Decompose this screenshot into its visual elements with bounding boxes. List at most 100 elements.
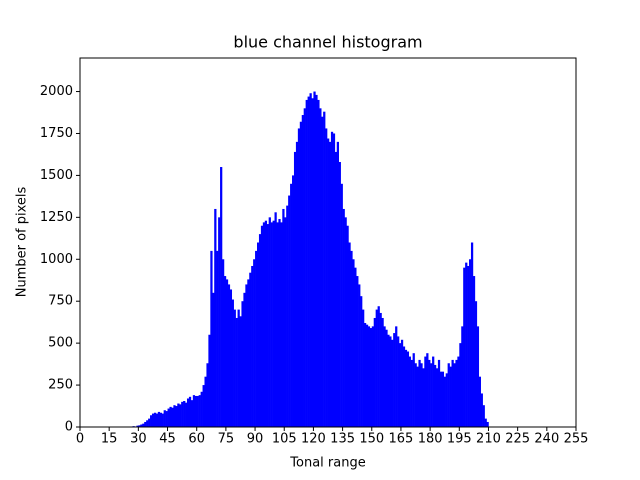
- bar: [404, 349, 408, 427]
- bar: [186, 398, 190, 427]
- bar: [325, 128, 328, 428]
- bar: [332, 133, 336, 427]
- bar: [321, 116, 324, 428]
- x-tick-label: 75: [218, 432, 235, 447]
- bar: [136, 425, 139, 427]
- bar: [381, 317, 384, 427]
- x-tick-label: 120: [301, 432, 326, 447]
- x-axis-label: Tonal range: [289, 456, 365, 471]
- bar: [474, 301, 478, 427]
- bar: [144, 421, 147, 427]
- y-tick-label: 750: [48, 294, 73, 309]
- bar: [245, 284, 248, 427]
- bar: [177, 403, 180, 427]
- bar: [262, 222, 266, 427]
- bar: [397, 336, 400, 427]
- bar: [459, 343, 462, 427]
- bar: [455, 359, 458, 427]
- bar: [469, 259, 472, 427]
- bar: [400, 339, 404, 427]
- bar: [426, 353, 429, 427]
- bar: [268, 217, 271, 427]
- bar: [196, 395, 199, 427]
- bar: [385, 329, 388, 427]
- bar: [354, 267, 357, 427]
- bar: [142, 423, 145, 427]
- bar: [290, 183, 293, 427]
- bar: [478, 376, 481, 427]
- bar: [315, 94, 318, 428]
- bar: [482, 405, 485, 427]
- bar: [410, 359, 413, 427]
- bar: [258, 234, 262, 427]
- bar: [198, 395, 201, 427]
- bar: [272, 220, 275, 427]
- bar: [190, 400, 194, 427]
- bar: [319, 108, 322, 428]
- x-tick-label: 105: [272, 432, 297, 447]
- bar: [157, 411, 161, 427]
- bar: [430, 363, 433, 427]
- y-tick-label: 1500: [40, 168, 73, 183]
- bar: [165, 411, 168, 427]
- bar: [443, 376, 446, 427]
- bar: [414, 363, 417, 427]
- bar: [155, 413, 159, 427]
- bar: [406, 351, 410, 427]
- bar: [292, 175, 295, 427]
- bar: [295, 141, 299, 427]
- bar: [408, 356, 411, 427]
- bar: [441, 371, 445, 427]
- bar: [227, 284, 231, 427]
- bar: [352, 259, 355, 427]
- y-tick-label: 2000: [40, 84, 73, 99]
- bar: [280, 222, 283, 427]
- bar: [163, 410, 166, 427]
- bar: [387, 334, 390, 427]
- bar: [138, 425, 141, 427]
- bar: [274, 212, 277, 427]
- x-tick-label: 180: [418, 432, 443, 447]
- x-tick-label: 240: [534, 432, 559, 447]
- bar: [453, 363, 456, 427]
- bar: [305, 99, 308, 427]
- bar: [437, 359, 441, 427]
- bar: [278, 219, 281, 427]
- bar: [391, 339, 394, 427]
- bar: [465, 262, 468, 427]
- bar: [362, 309, 365, 427]
- bar: [212, 292, 215, 427]
- bar: [344, 217, 347, 427]
- bar: [161, 413, 164, 427]
- bar: [266, 224, 269, 427]
- bar: [418, 359, 421, 427]
- bar: [286, 205, 289, 427]
- bar: [159, 412, 162, 427]
- bar: [327, 138, 330, 427]
- bar: [309, 93, 312, 428]
- bar: [249, 272, 252, 427]
- bar: [363, 323, 367, 427]
- plot-frame: [79, 57, 577, 428]
- bar: [461, 326, 464, 427]
- bar: [150, 415, 153, 427]
- bar: [173, 405, 176, 427]
- bar: [330, 131, 334, 428]
- bar: [204, 376, 207, 427]
- x-tick-label: 150: [359, 432, 384, 447]
- bar: [476, 326, 480, 427]
- bar: [301, 115, 304, 427]
- bar: [463, 267, 466, 427]
- bar: [428, 359, 431, 427]
- bar: [167, 408, 170, 427]
- bar: [402, 346, 406, 427]
- bar: [342, 208, 345, 427]
- bar: [253, 259, 256, 427]
- bar: [467, 265, 470, 427]
- bar: [375, 309, 378, 427]
- bar: [175, 406, 178, 427]
- x-tick-label: 30: [130, 432, 147, 447]
- bar: [377, 306, 380, 427]
- bar: [241, 301, 244, 427]
- bar: [311, 98, 314, 427]
